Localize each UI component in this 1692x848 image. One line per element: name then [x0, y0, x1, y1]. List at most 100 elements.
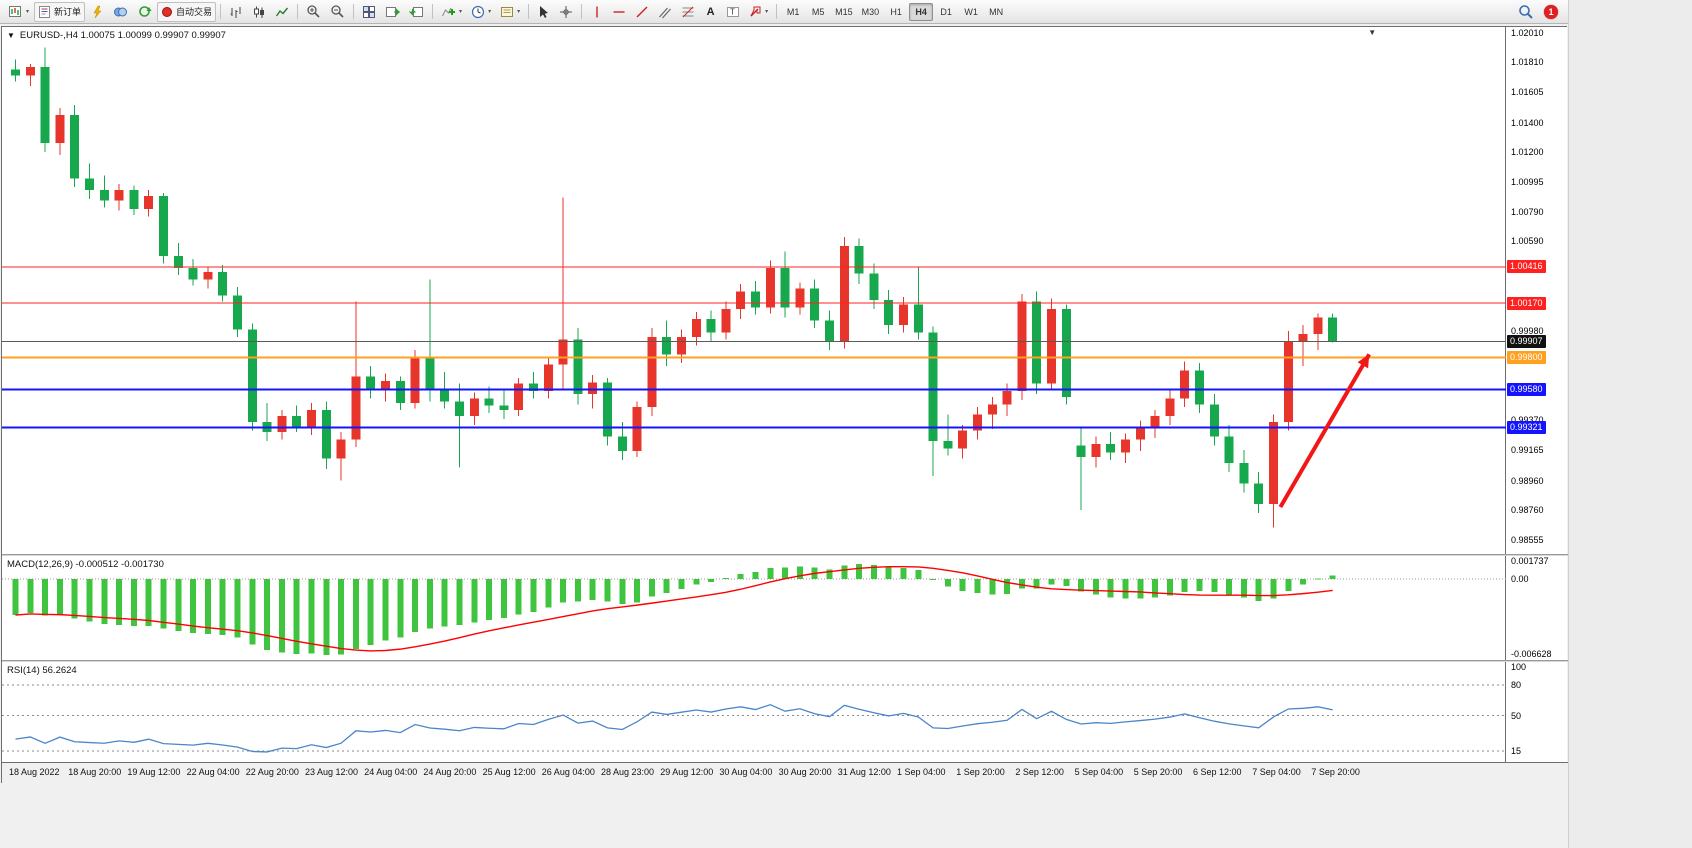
auto-trading-button[interactable]: 自动交易	[157, 1, 217, 22]
refresh-button[interactable]	[133, 2, 156, 22]
timeframe-h4-button[interactable]: H4	[909, 2, 934, 21]
timeframe-mn-button[interactable]: MN	[989, 6, 1004, 17]
time-axis-label: 24 Aug 04:00	[364, 767, 418, 777]
order-ticket-icon	[39, 5, 51, 18]
timeframe-m5-button[interactable]: M5	[811, 6, 825, 17]
refresh-icon	[139, 6, 152, 17]
time-axis-label: 22 Aug 20:00	[245, 767, 299, 777]
zoom-out-button[interactable]	[326, 2, 349, 22]
search-icon	[1519, 4, 1533, 19]
clock-icon	[471, 5, 485, 18]
window-lower-area	[0, 783, 1568, 848]
horizontal-line-tool-button[interactable]	[608, 2, 630, 22]
periods-button[interactable]: ▾	[467, 2, 495, 22]
symbol-dropdown-icon[interactable]: ▼	[7, 31, 15, 40]
time-axis-label: 22 Aug 04:00	[186, 767, 240, 777]
macd-axis-label: 0.00	[1511, 573, 1529, 584]
tile-windows-icon	[363, 5, 376, 18]
svg-text:T: T	[730, 7, 735, 16]
timeframe-m15-button[interactable]: M15	[835, 6, 853, 17]
profiles-button[interactable]	[109, 2, 132, 22]
timeframe-d1-button[interactable]: D1	[940, 6, 952, 17]
zoom-in-icon	[307, 5, 320, 18]
chevron-down-icon: ▾	[459, 8, 463, 15]
rsi-axis-label: 50	[1511, 710, 1522, 721]
zoom-in-button[interactable]	[302, 2, 325, 22]
indicators-icon	[442, 7, 456, 16]
arrows-tool-button[interactable]: ▾	[745, 2, 772, 22]
time-axis-label: 29 Aug 12:00	[660, 767, 714, 777]
macd-axis-label: 0.001737	[1511, 556, 1549, 566]
chevron-down-icon: ▾	[488, 8, 492, 15]
notification-badge[interactable]: 1	[1544, 4, 1558, 19]
bar-chart-button[interactable]	[225, 2, 247, 22]
price-level-box: 1.00416	[1507, 260, 1546, 274]
rsi-panel-plot[interactable]: RSI(14) 56.2624	[2, 662, 1506, 762]
line-chart-button[interactable]	[271, 2, 293, 22]
rsi-axis-label: 100	[1511, 662, 1527, 672]
price-axis-label: 0.99165	[1511, 445, 1544, 456]
candlestick-chart-button[interactable]	[248, 2, 270, 22]
crosshair-icon	[560, 5, 573, 18]
timeframe-w1-button[interactable]: W1	[964, 6, 978, 17]
market-watch-button[interactable]	[86, 2, 108, 22]
price-axis-label: 0.99370	[1511, 415, 1544, 425]
price-level-box: 0.99800	[1507, 350, 1546, 364]
trendline-tool-button[interactable]	[631, 2, 653, 22]
new-order-label: 新订单	[54, 7, 82, 17]
panel-splitter[interactable]	[2, 660, 1568, 662]
profiles-icon	[114, 7, 128, 16]
chart-shift-icon	[409, 6, 424, 17]
price-axis-label: 1.00790	[1511, 207, 1544, 218]
time-axis-label: 19 Aug 12:00	[127, 767, 181, 777]
label-tool-button[interactable]: T	[722, 2, 744, 22]
auto-scroll-icon	[386, 6, 401, 17]
rsi-axis: 100 80 50 15	[1507, 662, 1567, 762]
tile-windows-button[interactable]	[358, 2, 380, 22]
time-axis-label: 18 Aug 2022	[9, 767, 60, 777]
timeframe-m1-button[interactable]: M1	[786, 6, 800, 17]
chevron-down-icon: ▾	[26, 8, 30, 15]
level-lines	[2, 266, 1506, 429]
price-axis[interactable]: 1.02010 1.01810 1.01605 1.01400 1.01200 1.009…	[1507, 27, 1567, 554]
chevron-down-icon: ▾	[765, 8, 769, 15]
price-axis-label: 0.98960	[1511, 475, 1544, 486]
toolbar-separator	[220, 4, 222, 19]
fibonacci-tool-button[interactable]	[677, 2, 699, 22]
time-axis-label: 7 Sep 20:00	[1311, 767, 1360, 777]
text-tool-button[interactable]: A	[706, 5, 715, 18]
toolbar: ▾ 新订单 自动交易	[0, 0, 1568, 24]
vertical-line-tool-button[interactable]	[586, 2, 607, 22]
new-order-button[interactable]: 新订单	[34, 1, 86, 22]
toolbar-separator	[353, 4, 355, 19]
macd-panel-plot[interactable]: MACD(12,26,9) -0.000512 -0.001730	[2, 556, 1506, 660]
time-axis[interactable]: 18 Aug 2022 18 Aug 20:00 19 Aug 12:00 22 Au…	[2, 762, 1568, 784]
chart-shift-marker-icon[interactable]: ▼	[1368, 28, 1377, 37]
rsi-line	[15, 703, 1333, 753]
main-chart-plot[interactable]: ▼ EURUSD-,H4 1.00075 1.00099 0.99907 0.9…	[2, 27, 1506, 554]
chevron-down-icon: ▾	[517, 8, 521, 15]
macd-histogram	[12, 564, 1336, 655]
price-axis-label: 1.01200	[1511, 146, 1544, 157]
price-level-box: 0.99321	[1507, 421, 1546, 435]
timeframe-h1-button[interactable]: H1	[890, 6, 902, 17]
macd-axis: 0.001737 0.00 -0.006628	[1507, 556, 1567, 660]
crosshair-tool-button[interactable]	[555, 2, 577, 22]
toolbar-separator	[581, 4, 583, 19]
new-chart-button[interactable]: ▾	[4, 2, 33, 22]
search-button[interactable]	[1514, 2, 1538, 22]
trend-arrow-annotation	[1278, 353, 1371, 508]
time-axis-label: 31 Aug 12:00	[837, 767, 891, 777]
time-axis-label: 1 Sep 20:00	[956, 767, 1005, 777]
cursor-tool-button[interactable]	[533, 2, 554, 22]
indicators-button[interactable]: ▾	[437, 2, 466, 22]
templates-button[interactable]: ▾	[496, 2, 524, 22]
timeframe-m30-button[interactable]: M30	[861, 6, 880, 17]
chart-shift-button[interactable]	[405, 2, 428, 22]
auto-scroll-button[interactable]	[381, 2, 404, 22]
price-axis-label: 1.01400	[1511, 117, 1544, 128]
zoom-out-icon	[331, 5, 344, 18]
channel-tool-button[interactable]	[654, 2, 676, 22]
time-axis-label: 5 Sep 20:00	[1133, 767, 1183, 777]
candles	[11, 47, 1338, 528]
